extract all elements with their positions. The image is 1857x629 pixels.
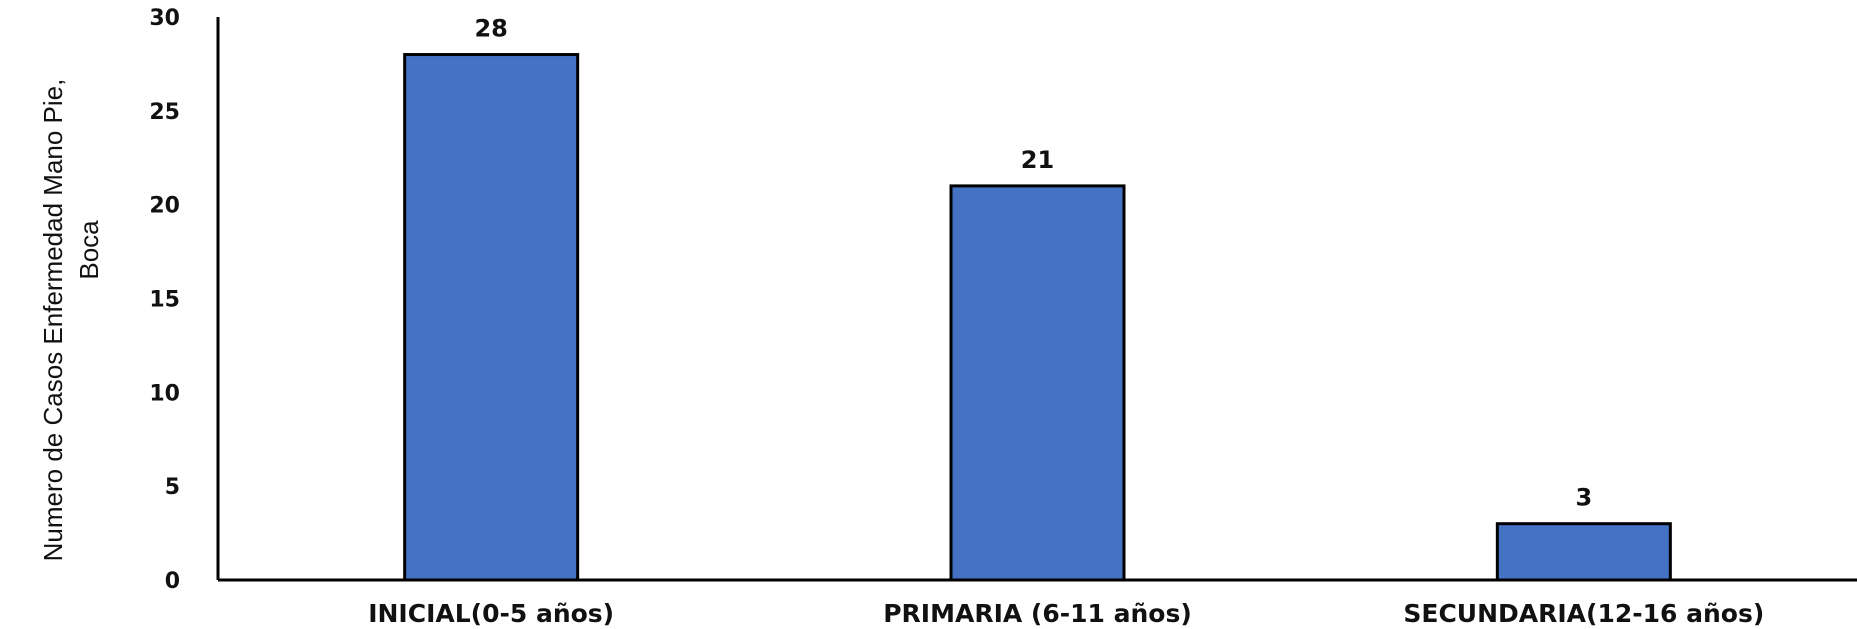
y-tick-label: 25: [149, 100, 180, 125]
bars: [405, 55, 1671, 580]
y-axis-label-line-1: Numero de Casos Enfermedad Mano Pie,: [38, 79, 68, 562]
y-tick-label: 0: [165, 569, 180, 594]
category-label: PRIMARIA (6-11 años): [883, 599, 1192, 628]
y-axis-label: Numero de Casos Enfermedad Mano Pie, Boc…: [38, 79, 104, 562]
bar: [1497, 524, 1670, 580]
y-axis-label-line-2: Boca: [74, 220, 104, 280]
y-axis-ticks: 0 5 10 15 20 25 30: [149, 6, 180, 594]
y-tick-label: 20: [149, 194, 180, 219]
category-label: SECUNDARIA(12-16 años): [1403, 599, 1764, 628]
y-tick-label: 10: [149, 381, 180, 406]
bar-value-label: 21: [1021, 146, 1054, 174]
bar-value-label: 28: [474, 15, 507, 43]
y-tick-label: 30: [149, 6, 180, 31]
bar-value-label: 3: [1575, 484, 1592, 512]
category-labels: INICIAL(0-5 años) PRIMARIA (6-11 años) SEC…: [368, 599, 1764, 628]
y-tick-label: 15: [149, 288, 180, 313]
category-label: INICIAL(0-5 años): [368, 599, 614, 628]
bar: [951, 186, 1124, 580]
y-tick-label: 5: [165, 475, 180, 500]
bar: [405, 55, 578, 580]
